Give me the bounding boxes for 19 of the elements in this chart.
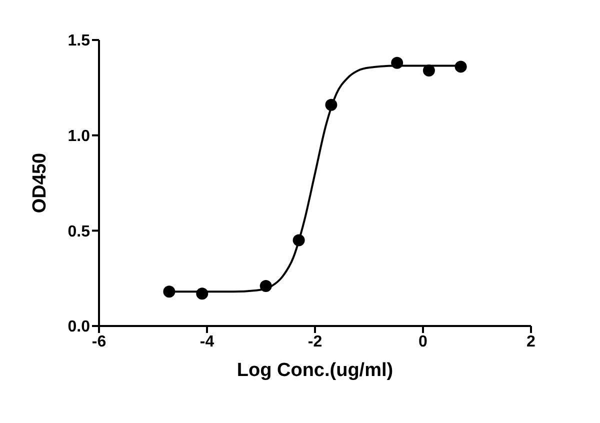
point: [196, 288, 208, 300]
x-tick-label: 2: [526, 333, 536, 350]
point: [325, 98, 338, 111]
y-tick-label: 1.0: [68, 128, 90, 146]
point: [391, 56, 404, 69]
point: [260, 280, 272, 292]
x-tick-label: -6: [92, 333, 106, 350]
x-tick-label: -2: [308, 333, 322, 350]
point: [422, 64, 435, 77]
y-tick-label: 1.5: [68, 32, 90, 50]
x-tick-label: -4: [200, 333, 214, 350]
y-tick-label: 0.0: [68, 318, 90, 336]
point: [454, 60, 467, 73]
x-tick-label: 0: [418, 333, 428, 350]
x-axis-title: Log Conc.(ug/ml): [236, 360, 394, 381]
point: [163, 286, 176, 298]
y-tick-label: 0.5: [68, 223, 90, 240]
point: [292, 234, 305, 246]
y-axis-title: OD450: [30, 152, 51, 214]
